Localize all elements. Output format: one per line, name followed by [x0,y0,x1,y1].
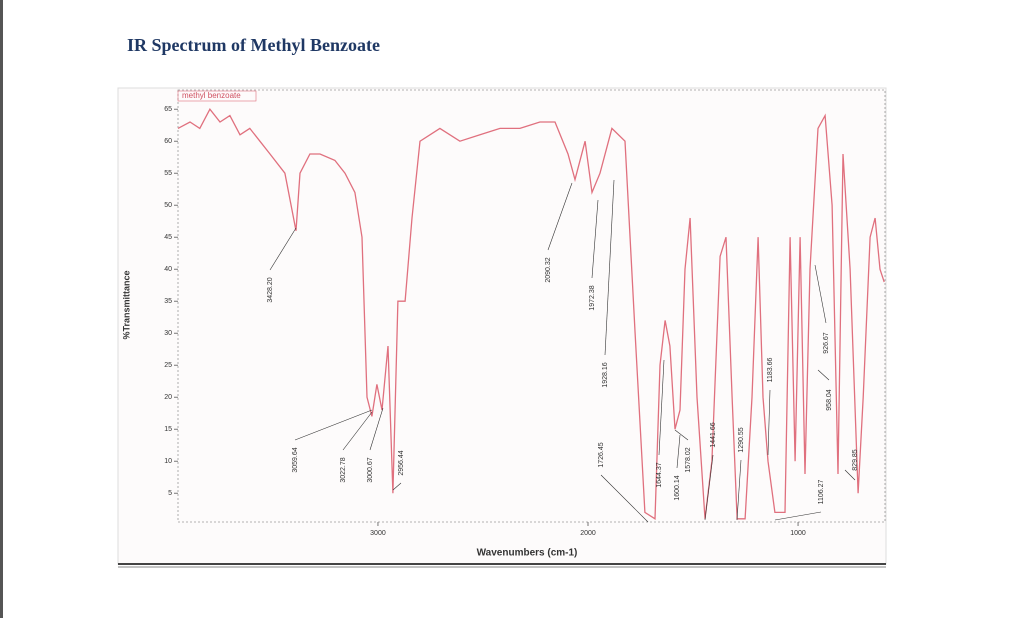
y-tick-label: 40 [164,266,172,273]
annotation-leader [676,434,681,469]
chart-frame [117,87,887,565]
annotation-label: 926.67 [823,332,830,354]
y-tick-label: 60 [164,138,172,145]
y-axis-label: %Transmittance [121,270,131,339]
annotation-leader [342,411,373,451]
annotation-leader [767,389,771,456]
annotation-label: 1644.37 [656,462,663,487]
annotation-leader [547,182,573,251]
x-tick-label: 2000 [580,530,596,537]
annotation-label: 1578.02 [685,447,692,472]
y-tick-label: 45 [164,234,172,241]
annotation-leader [591,199,599,279]
annotation-label: 1106.27 [818,480,825,505]
annotation-label: 3428.20 [267,277,274,302]
y-tick-label: 10 [164,458,172,465]
annotation-label: 1183.66 [767,358,774,383]
legend-box [177,90,257,102]
annotation-leader [392,482,402,491]
y-tick-label: 30 [164,330,172,337]
annotation-leader [674,429,689,441]
annotation-leader [814,264,827,324]
annotation-label: 1972.38 [589,285,596,310]
page-edge [0,0,3,618]
annotation-label: 2956.44 [398,450,405,475]
annotation-label: 1928.16 [602,362,609,387]
annotation-leader [844,469,856,481]
document-title: IR Spectrum of Methyl Benzoate [127,35,380,55]
annotation-label: 1290.55 [738,427,745,452]
annotation-leader [658,359,665,456]
annotation-leader [817,369,830,381]
annotation-label: 1726.45 [598,442,605,467]
annotation-label: 1600.14 [674,475,681,500]
annotation-leader [369,407,384,451]
annotation-leader [704,454,714,521]
annotation-label: 2090.32 [545,257,552,282]
y-tick-label: 15 [164,426,172,433]
annotation-leader [269,227,297,271]
x-tick-label: 1000 [790,530,806,537]
annotation-leader [604,179,615,356]
x-axis-label: Wavenumbers (cm-1) [477,548,578,559]
annotation-label: 958.04 [826,389,833,411]
annotation-label: 3059.64 [292,447,299,472]
legend-label: methyl benzoate [182,91,241,100]
plot-area [177,89,886,523]
annotation-label: 1441.66 [710,422,717,447]
y-tick-label: 20 [164,394,172,401]
x-tick-label: 3000 [370,530,386,537]
annotation-leader [600,474,649,523]
spectrum-line [177,108,885,520]
annotation-leader [736,459,742,521]
y-tick-label: 50 [164,202,172,209]
y-tick-label: 5 [168,490,172,497]
y-tick-label: 55 [164,170,172,177]
annotation-label: 3000.67 [367,457,374,482]
y-tick-label: 35 [164,298,172,305]
annotation-leader [774,511,822,521]
y-tick-label: 25 [164,362,172,369]
annotation-label: 829.85 [852,449,859,471]
y-tick-label: 65 [164,106,172,113]
annotation-label: 3022.78 [340,457,347,482]
annotation-leader [294,409,373,441]
